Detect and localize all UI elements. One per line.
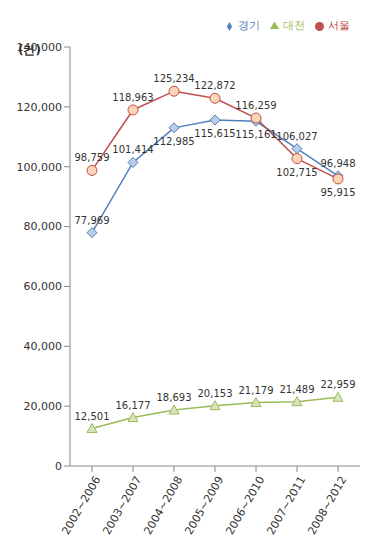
svg-text:122,872: 122,872 — [194, 80, 235, 91]
svg-text:40,000: 40,000 — [24, 340, 63, 353]
svg-text:2005~2009: 2005~2009 — [182, 474, 226, 537]
svg-text:102,715: 102,715 — [276, 167, 317, 178]
svg-text:100,000: 100,000 — [17, 161, 63, 174]
svg-text:95,915: 95,915 — [321, 187, 356, 198]
svg-text:2003~2007: 2003~2007 — [100, 474, 144, 537]
svg-text:2008~2012: 2008~2012 — [305, 474, 349, 537]
html-text:대전: 대전 — [283, 19, 305, 32]
svg-text:21,179: 21,179 — [239, 385, 274, 396]
svg-text:20,000: 20,000 — [24, 400, 63, 413]
svg-text:101,414: 101,414 — [112, 144, 153, 155]
svg-text:18,693: 18,693 — [157, 392, 192, 403]
svg-text:16,177: 16,177 — [116, 400, 151, 411]
svg-text:125,234: 125,234 — [153, 73, 194, 84]
svg-text:115,161: 115,161 — [235, 129, 276, 140]
html-text:경기: 경기 — [238, 19, 260, 32]
svg-text:20,153: 20,153 — [198, 388, 233, 399]
svg-text:12,501: 12,501 — [75, 411, 110, 422]
svg-text:0: 0 — [55, 460, 62, 473]
svg-text:120,000: 120,000 — [17, 101, 63, 114]
svg-text:115,615: 115,615 — [194, 128, 235, 139]
svg-text:2002~2006: 2002~2006 — [59, 474, 103, 537]
svg-text:80,000: 80,000 — [24, 220, 63, 233]
svg-text:98,759: 98,759 — [75, 152, 110, 163]
svg-text:106,027: 106,027 — [276, 131, 317, 142]
svg-text:21,489: 21,489 — [280, 384, 315, 395]
svg-text:2006~2010: 2006~2010 — [223, 474, 267, 537]
svg-text:(건): (건) — [18, 43, 41, 57]
svg-text:116,259: 116,259 — [235, 100, 276, 111]
html-text:서울: 서울 — [328, 19, 350, 32]
svg-text:112,985: 112,985 — [153, 136, 194, 147]
svg-text:22,959: 22,959 — [321, 379, 356, 390]
svg-text:2007~2011: 2007~2011 — [264, 474, 308, 537]
svg-text:96,948: 96,948 — [321, 158, 356, 169]
svg-text:60,000: 60,000 — [24, 280, 63, 293]
svg-text:118,963: 118,963 — [112, 92, 153, 103]
svg-text:77,969: 77,969 — [75, 215, 110, 226]
svg-text:2004~2008: 2004~2008 — [141, 474, 185, 537]
